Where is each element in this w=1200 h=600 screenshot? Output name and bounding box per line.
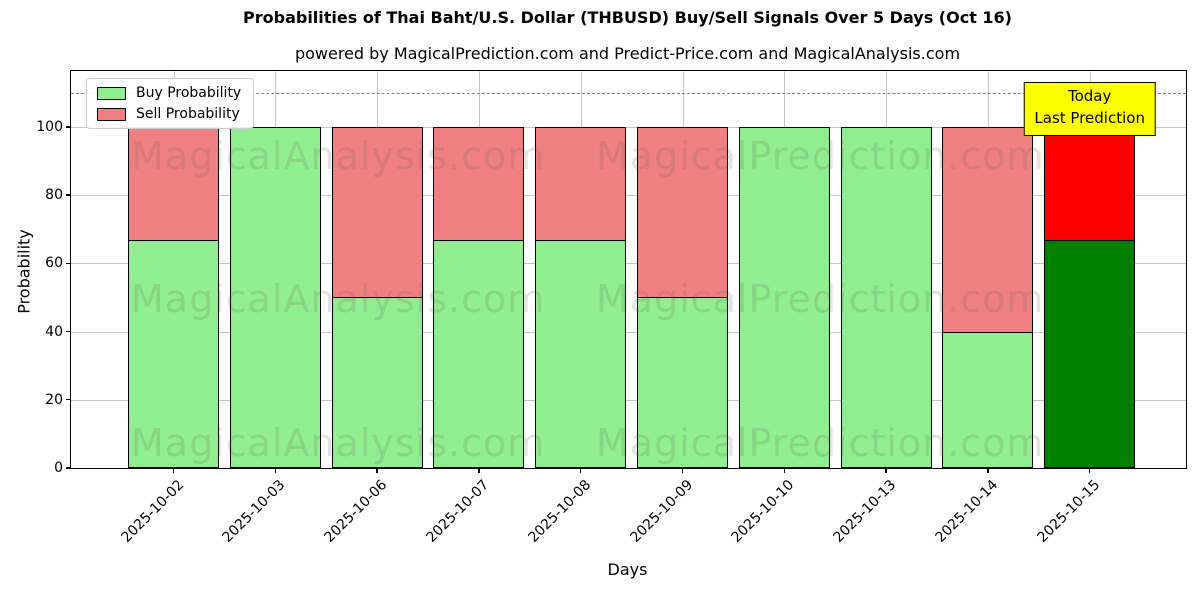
y-tick-mark	[66, 126, 71, 128]
buy-bar-segment	[433, 239, 525, 468]
sell-bar-segment	[942, 126, 1034, 333]
h-gridline	[71, 331, 1186, 333]
x-tick-label: 2025-10-02	[117, 477, 187, 546]
y-tick-label: 60	[45, 255, 63, 272]
y-tick-label: 40	[45, 323, 63, 340]
legend-entry-label: Buy Probability	[136, 85, 242, 101]
chart-subtitle: powered by MagicalPrediction.com and Pre…	[294, 44, 961, 63]
y-tick-mark	[66, 467, 71, 469]
x-tick-label: 2025-10-09	[626, 477, 696, 546]
buy-bar-segment	[1044, 239, 1136, 468]
buy-bar-segment	[942, 331, 1034, 468]
x-tick-mark	[1089, 468, 1091, 473]
x-tick-mark	[478, 468, 480, 473]
buy-bar-segment	[331, 297, 423, 468]
h-gridline	[71, 399, 1186, 401]
annotation-line: Last Prediction	[1034, 108, 1145, 127]
buy-bar-segment	[229, 126, 321, 468]
y-tick-label: 80	[45, 187, 63, 204]
x-tick-mark	[274, 468, 276, 473]
buy-bar-segment	[840, 126, 932, 468]
x-tick-label: 2025-10-10	[728, 477, 798, 546]
threshold-dashed-line	[71, 92, 1186, 94]
buy-bar-segment	[535, 239, 627, 468]
buy-bar-segment	[128, 239, 219, 468]
x-tick-label: 2025-10-15	[1034, 477, 1104, 546]
x-tick-mark	[783, 468, 785, 473]
today-annotation: Today Last Prediction	[1023, 82, 1156, 136]
y-tick-label: 0	[54, 460, 63, 476]
h-gridline	[71, 263, 1186, 265]
buy-bar-segment	[637, 297, 728, 468]
y-tick-mark	[66, 262, 71, 265]
x-axis-label: Days	[607, 560, 648, 579]
y-tick-mark	[66, 194, 71, 196]
x-tick-label: 2025-10-13	[830, 477, 900, 546]
x-tick-mark	[580, 468, 582, 473]
legend-entry-label: Sell Probability	[136, 106, 240, 122]
h-gridline	[71, 195, 1186, 197]
x-tick-label: 2025-10-06	[321, 477, 391, 546]
plot-area: MagicalAnalysis.comMagicalPrediction.com…	[36, 70, 1187, 546]
sell-bar-segment	[433, 126, 525, 241]
x-tick-label: 2025-10-07	[423, 477, 493, 546]
legend-entry: Sell Probability	[97, 107, 241, 121]
sell-bar-segment	[535, 126, 627, 241]
x-tick-label: 2025-10-14	[932, 477, 1002, 546]
legend: Buy Probability Sell Probability	[86, 78, 255, 129]
y-tick-mark	[66, 399, 71, 401]
sell-bar-segment	[1044, 126, 1136, 241]
legend-color-swatch	[97, 107, 126, 121]
sell-bar-segment	[331, 126, 423, 299]
x-tick-mark	[885, 468, 887, 473]
y-tick-mark	[66, 330, 71, 333]
buy-bar-segment	[738, 126, 830, 468]
chart-title: Probabilities of Thai Baht/U.S. Dollar (…	[243, 8, 1012, 27]
y-axis-label: Probability	[14, 229, 34, 314]
x-tick-mark	[987, 468, 989, 473]
sell-bar-segment	[128, 126, 219, 241]
y-tick-label: 20	[45, 391, 63, 408]
x-tick-label: 2025-10-03	[219, 477, 289, 546]
annotation-line: Today	[1067, 87, 1112, 105]
x-tick-label: 2025-10-08	[525, 477, 595, 546]
legend-color-swatch	[97, 86, 126, 100]
sell-bar-segment	[637, 126, 728, 299]
y-tick-label: 100	[36, 118, 63, 135]
x-tick-mark	[681, 468, 684, 473]
legend-entry: Buy Probability	[97, 86, 241, 100]
x-tick-mark	[376, 468, 378, 473]
x-tick-mark	[172, 468, 175, 473]
h-gridline	[71, 126, 1186, 128]
